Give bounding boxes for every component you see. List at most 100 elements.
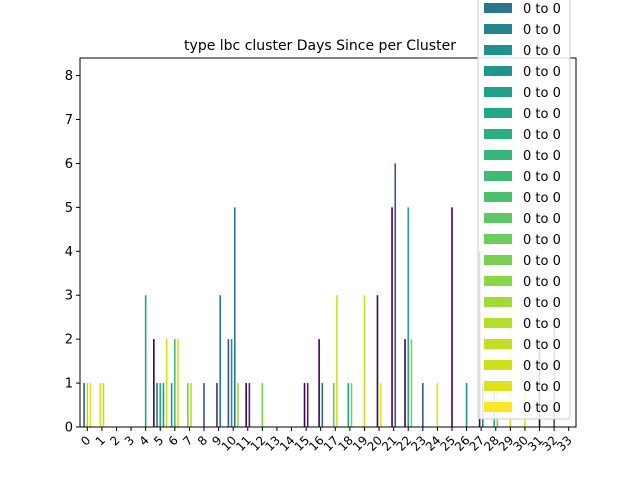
bar <box>465 383 468 427</box>
legend-label: 0 to 0 <box>523 296 561 311</box>
legend-label: 0 to 0 <box>523 380 561 395</box>
bar <box>336 295 338 427</box>
bar <box>83 383 85 427</box>
bar <box>391 207 393 427</box>
legend-label: 0 to 0 <box>523 128 561 143</box>
legend-swatch <box>484 192 512 202</box>
legend-swatch <box>484 3 512 13</box>
bar <box>216 383 218 427</box>
y-tick-label: 6 <box>65 157 73 172</box>
legend-swatch <box>484 339 512 349</box>
y-axis: 0 1 2 3 4 5 6 7 8 <box>65 69 80 436</box>
bar <box>404 339 406 427</box>
y-tick-label: 8 <box>65 69 73 84</box>
legend-swatch <box>484 213 512 223</box>
legend-swatch <box>484 24 512 34</box>
legend: 0 to 0 0 to 0 0 to 0 0 to 0 0 to 0 0 to 0 0 to… <box>477 0 571 420</box>
bar <box>165 339 168 427</box>
legend-label: 0 to 0 <box>523 191 561 206</box>
bar <box>162 383 165 427</box>
bar <box>245 383 247 427</box>
bar <box>102 383 105 427</box>
bar <box>379 383 382 427</box>
bar <box>321 383 324 427</box>
bar <box>422 383 424 427</box>
y-tick-label: 7 <box>65 113 73 128</box>
legend-label: 0 to 0 <box>523 317 561 332</box>
bar <box>174 339 176 427</box>
bar <box>219 295 221 427</box>
legend-label: 0 to 0 <box>523 275 561 290</box>
bar <box>153 339 155 427</box>
bar <box>156 383 158 427</box>
bar <box>203 383 205 427</box>
legend-swatch <box>484 129 512 139</box>
bar <box>436 383 439 427</box>
y-tick-label: 5 <box>65 201 73 216</box>
bar <box>332 383 335 427</box>
bar <box>303 383 306 427</box>
bar <box>170 383 173 427</box>
legend-label: 0 to 0 <box>523 254 561 269</box>
legend-label: 0 to 0 <box>523 86 561 101</box>
bar <box>318 339 320 427</box>
legend-swatch <box>484 87 512 97</box>
y-tick-label: 4 <box>65 245 73 260</box>
legend-label: 0 to 0 <box>523 65 561 80</box>
bar <box>306 383 309 427</box>
bar <box>227 339 230 427</box>
legend-swatch <box>484 108 512 118</box>
legend-swatch <box>484 381 512 391</box>
bar <box>394 163 397 427</box>
bar <box>410 339 413 427</box>
bar <box>99 383 102 427</box>
bar <box>347 383 350 427</box>
legend-swatch <box>484 255 512 265</box>
y-tick-label: 2 <box>65 333 73 348</box>
bar <box>159 383 162 427</box>
legend-label: 0 to 0 <box>523 170 561 185</box>
legend-label: 0 to 0 <box>523 2 561 17</box>
bars-layer <box>83 163 555 427</box>
bar <box>248 383 251 427</box>
y-tick-label: 0 <box>65 421 73 436</box>
legend-swatch <box>484 45 512 55</box>
legend-label: 0 to 0 <box>523 23 561 38</box>
legend-swatch <box>484 360 512 370</box>
bar <box>363 295 366 427</box>
bar <box>190 383 192 427</box>
legend-swatch <box>484 171 512 181</box>
bar <box>233 207 236 427</box>
bar <box>350 383 353 427</box>
legend-label: 0 to 0 <box>523 401 561 416</box>
legend-swatch <box>484 318 512 328</box>
legend-label: 0 to 0 <box>523 359 561 374</box>
y-tick-label: 3 <box>65 289 73 304</box>
bar <box>451 207 453 427</box>
bar <box>187 383 189 427</box>
legend-label: 0 to 0 <box>523 149 561 164</box>
legend-swatch <box>484 66 512 76</box>
chart-title: type lbc cluster Days Since per Cluster <box>184 38 456 54</box>
legend-swatch <box>484 402 512 412</box>
legend-swatch <box>484 150 512 160</box>
legend-label: 0 to 0 <box>523 338 561 353</box>
bar <box>230 339 233 427</box>
plot-frame <box>79 57 577 428</box>
legend-label: 0 to 0 <box>523 44 561 59</box>
bar <box>89 383 92 427</box>
legend-label: 0 to 0 <box>523 233 561 248</box>
legend-swatch <box>484 234 512 244</box>
bar <box>407 207 410 427</box>
bar <box>144 295 147 427</box>
legend-label: 0 to 0 <box>523 212 561 227</box>
y-tick-label: 1 <box>65 377 73 392</box>
bar <box>86 383 89 427</box>
legend-swatch <box>484 276 512 286</box>
bar <box>177 339 179 427</box>
bar <box>376 295 379 427</box>
bar <box>237 383 239 427</box>
legend-frame <box>477 0 571 420</box>
legend-swatch <box>484 297 512 307</box>
